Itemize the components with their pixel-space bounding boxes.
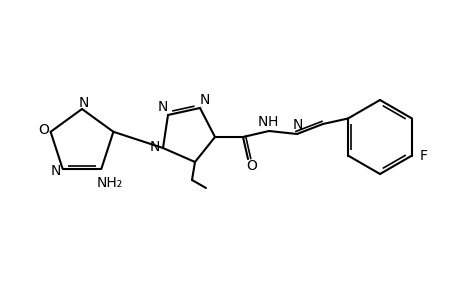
Text: O: O bbox=[246, 159, 257, 173]
Text: N: N bbox=[150, 140, 160, 154]
Text: N: N bbox=[257, 115, 268, 129]
Text: N: N bbox=[199, 93, 210, 107]
Text: O: O bbox=[38, 123, 49, 137]
Text: F: F bbox=[419, 148, 427, 163]
Text: N: N bbox=[292, 118, 302, 132]
Text: H: H bbox=[267, 115, 278, 129]
Text: N: N bbox=[78, 96, 89, 110]
Text: N: N bbox=[50, 164, 61, 178]
Text: N: N bbox=[157, 100, 168, 114]
Text: NH₂: NH₂ bbox=[96, 176, 122, 190]
